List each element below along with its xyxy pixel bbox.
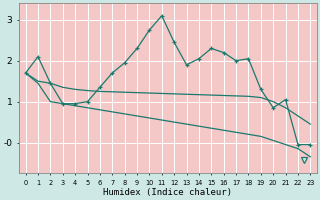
X-axis label: Humidex (Indice chaleur): Humidex (Indice chaleur) [103,188,232,197]
